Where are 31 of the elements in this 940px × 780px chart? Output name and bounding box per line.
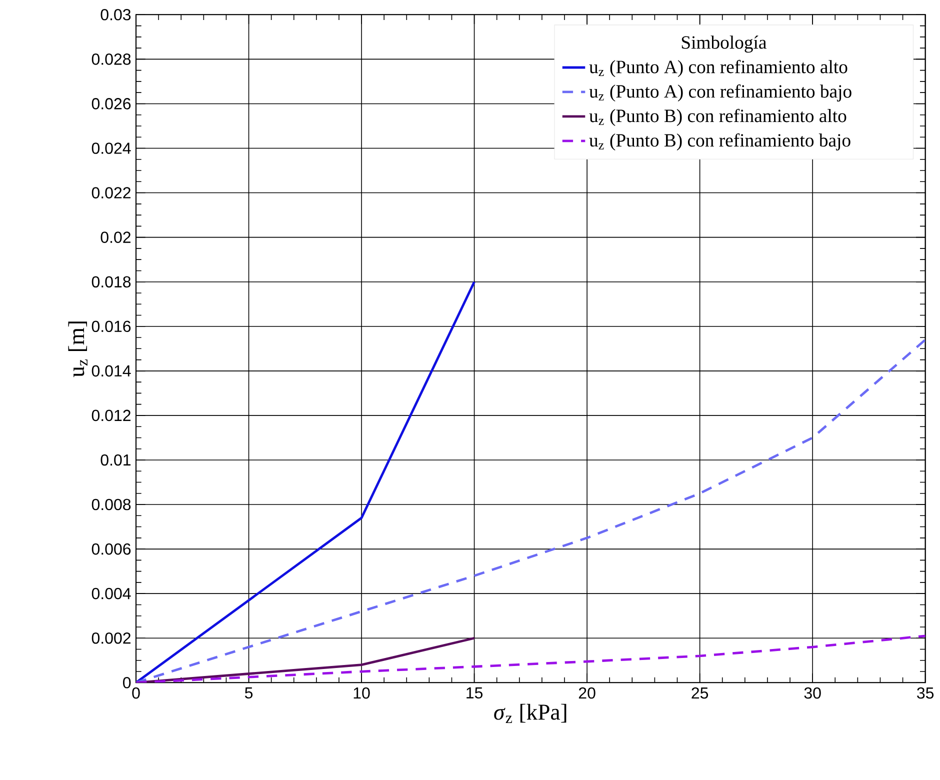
- y-tick-label: 0.014: [92, 365, 131, 377]
- legend-label: u$_{z}$ (Punto A) con refinamiento bajo: [589, 84, 852, 102]
- x-tick-label: 20: [578, 687, 596, 699]
- x-tick-label: 15: [466, 687, 482, 699]
- y-tick-label: 0.026: [92, 98, 131, 110]
- y-tick-label: 0.006: [92, 543, 131, 555]
- y-tick-label: 0.016: [92, 320, 131, 332]
- y-tick-label: 0.028: [92, 54, 131, 65]
- legend-title: Simbología: [682, 36, 766, 53]
- legend-label: u$_{z}$ (Punto A) con refinamiento alto: [589, 60, 848, 78]
- y-tick-label: 0.002: [92, 632, 130, 644]
- x-tick-label: 10: [354, 687, 370, 699]
- y-tick-label: 0.024: [92, 142, 131, 154]
- y-tick-label: 0.03: [100, 8, 131, 20]
- x-tick-label: 30: [804, 687, 821, 699]
- legend-label: u$_{z}$ (Punto B) con refinamiento alto: [589, 108, 846, 126]
- y-tick-label: 0.008: [92, 498, 131, 510]
- x-tick-label: 35: [917, 687, 934, 699]
- y-tick-label: 0.02: [100, 232, 130, 243]
- x-tick-label: 25: [692, 687, 708, 699]
- y-tick-label: 0.01: [100, 454, 131, 466]
- y-tick-label: 0: [123, 676, 131, 688]
- x-tick-label: 0: [132, 687, 140, 699]
- y-tick-label: 0.004: [92, 588, 131, 600]
- x-tick-label: 5: [244, 687, 253, 699]
- y-tick-label: 0.018: [92, 276, 131, 288]
- x-axis-title: σ$_{z}$ [kPa]: [494, 704, 566, 724]
- y-axis-title: u$_{z}$ [m]: [68, 322, 88, 378]
- y-tick-label: 0.012: [92, 410, 130, 422]
- legend-label: u$_{z}$ (Punto B) con refinamiento bajo: [589, 133, 850, 150]
- y-tick-label: 0.022: [92, 187, 130, 198]
